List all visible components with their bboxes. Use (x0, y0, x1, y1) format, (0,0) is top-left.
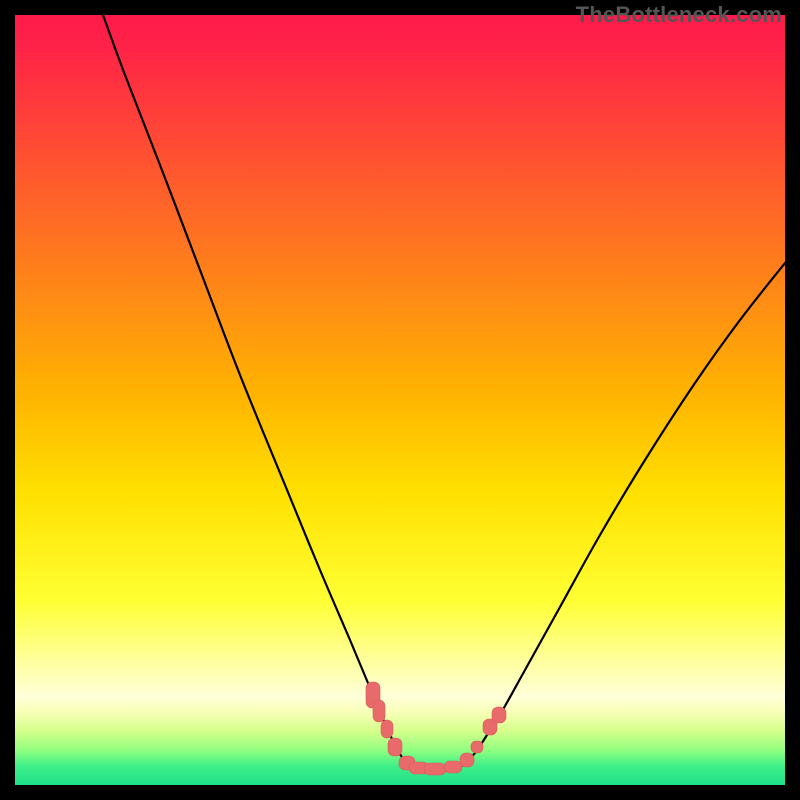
data-marker (388, 738, 402, 756)
watermark-text: TheBottleneck.com (576, 2, 782, 28)
data-marker (373, 700, 385, 722)
bottleneck-chart (15, 15, 785, 785)
data-marker (381, 720, 393, 738)
data-marker (444, 761, 462, 773)
data-marker (424, 763, 446, 775)
chart-frame: TheBottleneck.com (0, 0, 800, 800)
data-marker (492, 707, 506, 723)
data-marker (471, 741, 483, 753)
data-marker (460, 753, 474, 767)
gradient-background (15, 15, 785, 785)
plot-area (15, 15, 785, 785)
